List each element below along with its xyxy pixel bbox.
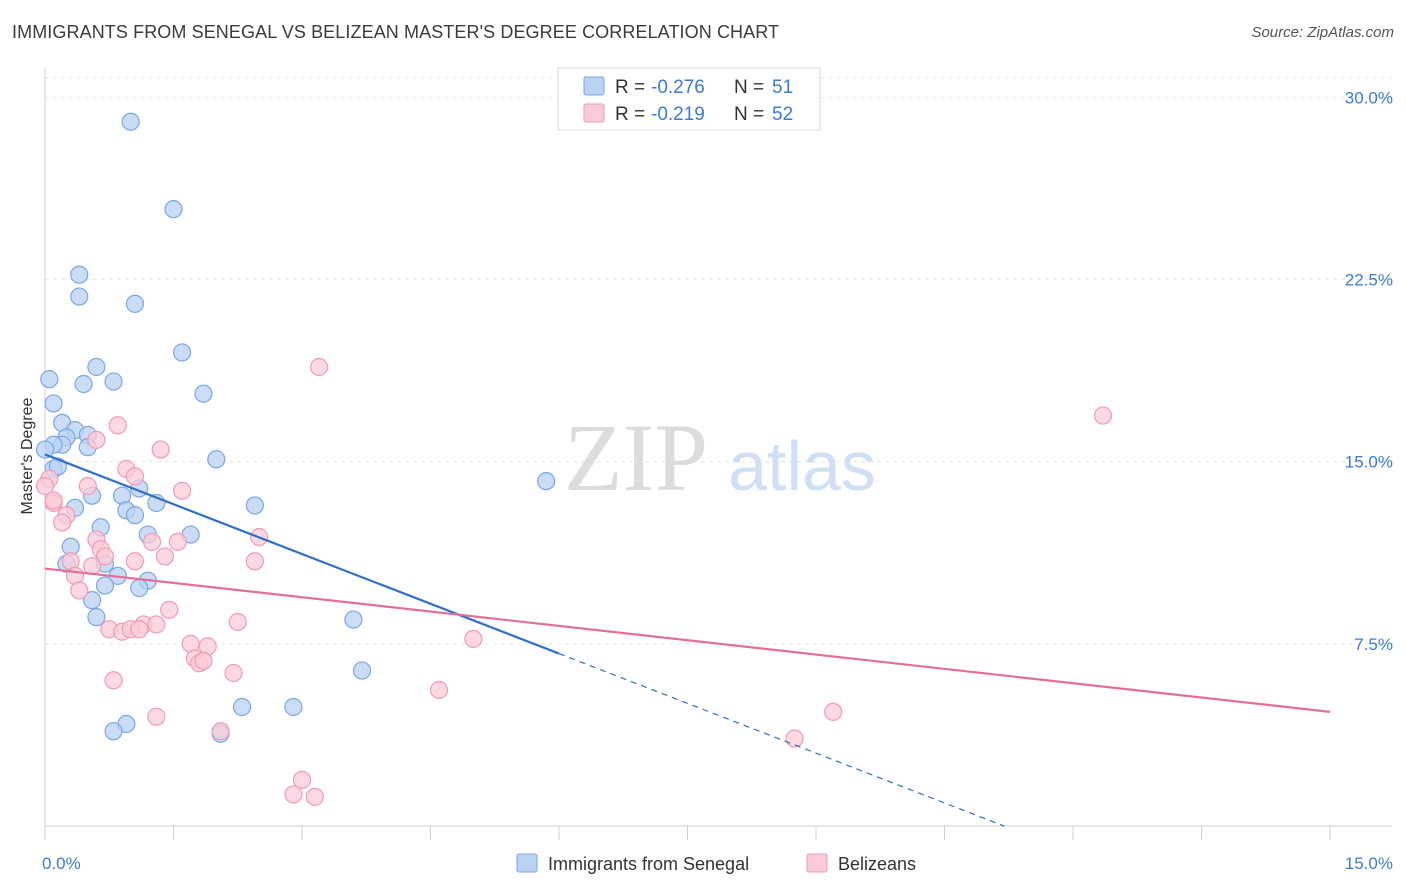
belizean-point (70, 581, 89, 600)
senegal-point (70, 265, 89, 284)
senegal-point (130, 578, 149, 598)
belizean-point (147, 615, 166, 634)
y-axis-title: Master's Degree (19, 397, 36, 514)
legend-swatch-senegal (583, 76, 605, 96)
belizean-point (125, 467, 145, 486)
senegal-point (44, 394, 63, 413)
y-tick-label: 30.0% (1345, 88, 1393, 107)
series-legend: Immigrants from Senegal Belizeans (516, 853, 916, 874)
senegal-trend-line (44, 453, 560, 655)
watermark-zip: ZIP (564, 404, 708, 511)
belizean-point (147, 707, 166, 726)
belizean-point (310, 357, 329, 377)
senegal-point (95, 576, 115, 595)
belizean-point (108, 416, 127, 435)
legend-n-label-senegal: N = (734, 77, 764, 98)
belizean-point (125, 552, 145, 571)
belizean-point (172, 481, 192, 500)
series-legend-label-senegal: Immigrants from Senegal (548, 854, 749, 874)
axes (44, 68, 1392, 840)
x-tick-label-min: 0.0% (42, 854, 81, 873)
belizean-point (104, 671, 123, 690)
senegal-point (87, 608, 106, 627)
senegal-point (40, 370, 59, 389)
senegal-point (344, 610, 363, 629)
senegal-point (35, 440, 55, 459)
belizean-point (245, 552, 264, 571)
senegal-point (352, 661, 372, 680)
stats-legend: R = -0.276 N = 51 R = -0.219 N = 52 (557, 67, 821, 131)
y-tick-label: 22.5% (1345, 271, 1393, 290)
belizean-point (305, 787, 324, 806)
belizean-point (224, 663, 243, 683)
belizean-point (151, 440, 170, 459)
legend-r-value-senegal: -0.276 (651, 77, 705, 98)
chart-title: IMMIGRANTS FROM SENEGAL VS BELIZEAN MAST… (12, 22, 780, 42)
senegal-point (83, 591, 102, 610)
belizean-point (194, 651, 213, 670)
legend-r-value-belizean: -0.219 (651, 104, 705, 125)
x-tick-label-max: 15.0% (1345, 854, 1393, 873)
belizean-point (228, 612, 247, 632)
senegal-point (194, 384, 213, 403)
senegal-point (104, 722, 123, 741)
legend-swatch-belizean (583, 103, 605, 123)
senegal-point (70, 287, 89, 306)
belizean-point (211, 722, 230, 741)
belizean-point (53, 513, 72, 532)
legend-n-value-senegal: 51 (772, 77, 793, 98)
legend-n-value-belizean: 52 (772, 104, 793, 125)
trend-lines (44, 453, 1331, 827)
senegal-point (125, 506, 145, 525)
series-legend-swatch-belizean (806, 853, 828, 873)
senegal-point (284, 697, 303, 717)
senegal-point (125, 294, 145, 313)
belizean-point (160, 600, 179, 619)
belizean-trend-line (44, 567, 1331, 713)
watermark: ZIP atlas (564, 404, 876, 511)
belizean-point (35, 476, 55, 496)
watermark-atlas: atlas (728, 427, 876, 505)
series-legend-label-belizean: Belizeans (838, 854, 916, 874)
senegal-point (172, 343, 192, 362)
belizean-point (78, 476, 97, 496)
senegal-point (87, 357, 106, 377)
belizean-point (785, 729, 804, 748)
senegal-point (245, 496, 264, 515)
series-legend-swatch-senegal (516, 853, 538, 873)
senegal-point (207, 450, 226, 469)
belizean-point (464, 629, 483, 649)
legend-r-label-senegal: R = (615, 77, 645, 98)
belizean-point (130, 620, 149, 639)
belizean-point (87, 430, 106, 449)
belizean-point (292, 770, 312, 789)
belizean-point (1093, 406, 1113, 425)
senegal-point (121, 112, 140, 131)
legend-r-label-belizean: R = (615, 104, 645, 125)
senegal-point (74, 374, 93, 394)
belizean-point (429, 680, 449, 700)
belizean-point (142, 532, 162, 551)
legend-n-label-belizean: N = (734, 104, 764, 125)
belizean-point (155, 547, 175, 566)
belizean-point (284, 785, 303, 804)
senegal-point (104, 372, 123, 391)
senegal-point (164, 200, 183, 219)
belizean-point (168, 532, 187, 551)
senegal-point (537, 472, 556, 491)
senegal-point (232, 697, 252, 717)
tick-labels: 7.5% 15.0% 22.5% 30.0% 0.0% 15.0% (42, 88, 1393, 873)
senegal-trend-line-extension (558, 653, 1005, 827)
y-tick-label: 15.0% (1345, 453, 1393, 472)
source-label: Source: ZipAtlas.com (1251, 24, 1394, 41)
belizean-point (44, 491, 63, 510)
y-tick-label: 7.5% (1354, 635, 1393, 654)
belizean-point (824, 702, 843, 721)
belizean-point (95, 547, 115, 566)
